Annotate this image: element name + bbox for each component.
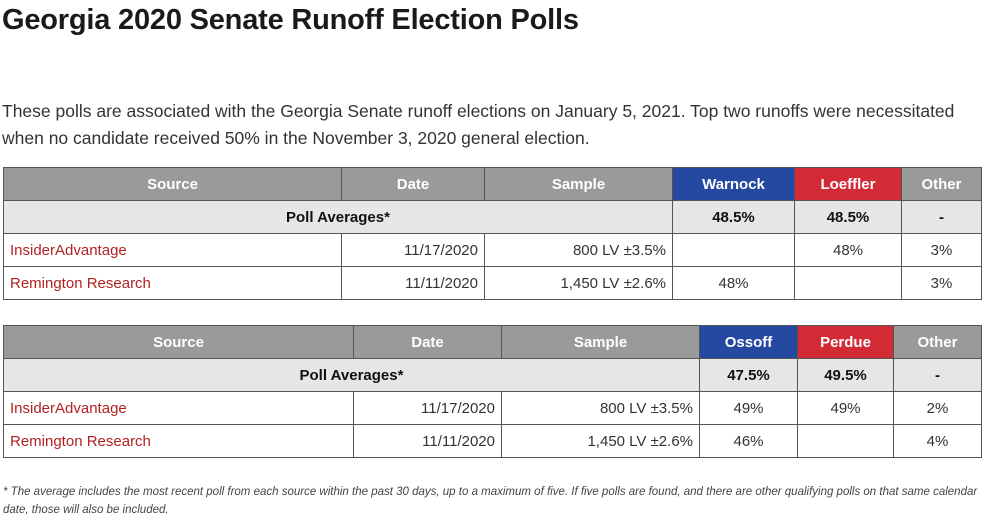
header-other: Other (901, 167, 982, 201)
header-sample: Sample (484, 167, 673, 201)
poll-date: 11/17/2020 (341, 233, 485, 267)
average-rep: 49.5% (797, 358, 894, 392)
poll-dem-value: 46% (699, 424, 798, 458)
table-row: InsiderAdvantage 11/17/2020 800 LV ±3.5%… (3, 391, 982, 425)
average-rep: 48.5% (794, 200, 902, 234)
average-dem: 47.5% (699, 358, 798, 392)
header-candidate-rep: Perdue (797, 325, 894, 359)
average-dem: 48.5% (672, 200, 795, 234)
poll-other-value: 3% (901, 266, 982, 300)
poll-other-value: 2% (893, 391, 982, 425)
poll-average-label: Poll Averages* (3, 200, 673, 234)
table-row: Remington Research 11/11/2020 1,450 LV ±… (3, 424, 982, 458)
poll-dem-value: 48% (672, 266, 795, 300)
table-header-row: Source Date Sample Ossoff Perdue Other (3, 325, 982, 359)
poll-table-ossoff-perdue: Source Date Sample Ossoff Perdue Other P… (3, 325, 982, 458)
poll-rep-value: 49% (794, 266, 902, 300)
header-date: Date (353, 325, 502, 359)
header-candidate-dem: Ossoff (699, 325, 798, 359)
poll-table-warnock-loeffler: Source Date Sample Warnock Loeffler Othe… (3, 167, 982, 300)
poll-other-value: 4% (893, 424, 982, 458)
header-source: Source (3, 167, 342, 201)
header-sample: Sample (501, 325, 700, 359)
poll-sample: 1,450 LV ±2.6% (501, 424, 700, 458)
poll-sample: 1,450 LV ±2.6% (484, 266, 673, 300)
page-title: Georgia 2020 Senate Runoff Election Poll… (2, 4, 579, 36)
header-date: Date (341, 167, 485, 201)
poll-other-value: 3% (901, 233, 982, 267)
poll-average-label: Poll Averages* (3, 358, 700, 392)
poll-date: 11/11/2020 (341, 266, 485, 300)
table-row: InsiderAdvantage 11/17/2020 800 LV ±3.5%… (3, 233, 982, 267)
poll-date: 11/17/2020 (353, 391, 502, 425)
table-row: Remington Research 11/11/2020 1,450 LV ±… (3, 266, 982, 300)
poll-source-link[interactable]: Remington Research (3, 266, 342, 300)
header-candidate-rep: Loeffler (794, 167, 902, 201)
poll-dem-value: 49% (699, 391, 798, 425)
poll-rep-value: 48% (794, 233, 902, 267)
poll-rep-value: 50% (797, 424, 894, 458)
poll-average-row: Poll Averages* 47.5% 49.5% - (3, 358, 982, 392)
poll-rep-value: 49% (797, 391, 894, 425)
header-source: Source (3, 325, 354, 359)
poll-source-link[interactable]: InsiderAdvantage (3, 233, 342, 267)
poll-date: 11/11/2020 (353, 424, 502, 458)
footnote: * The average includes the most recent p… (3, 486, 978, 516)
poll-average-row: Poll Averages* 48.5% 48.5% - (3, 200, 982, 234)
average-other: - (893, 358, 982, 392)
average-other: - (901, 200, 982, 234)
poll-sample: 800 LV ±3.5% (484, 233, 673, 267)
poll-sample: 800 LV ±3.5% (501, 391, 700, 425)
poll-source-link[interactable]: InsiderAdvantage (3, 391, 354, 425)
poll-source-link[interactable]: Remington Research (3, 424, 354, 458)
header-other: Other (893, 325, 982, 359)
table-header-row: Source Date Sample Warnock Loeffler Othe… (3, 167, 982, 201)
header-candidate-dem: Warnock (672, 167, 795, 201)
poll-dem-value: 49% (672, 233, 795, 267)
intro-paragraph: These polls are associated with the Geor… (2, 101, 955, 148)
